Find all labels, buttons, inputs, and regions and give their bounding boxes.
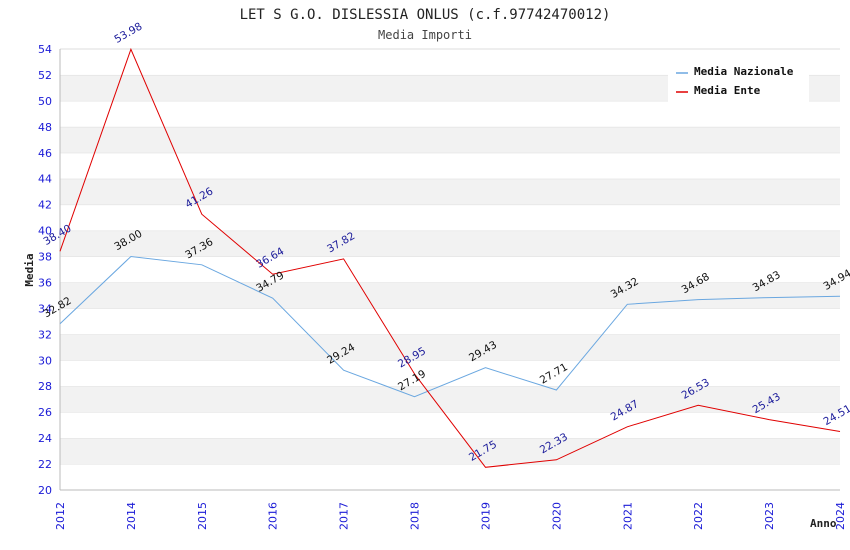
legend-label-media-nazionale: Media Nazionale	[694, 65, 794, 78]
grid-band	[60, 204, 840, 231]
grid-band	[60, 282, 840, 309]
y-tick-label: 48	[38, 121, 52, 134]
grid-band	[60, 334, 840, 361]
legend-label-media-ente: Media Ente	[694, 84, 761, 97]
y-tick-label: 52	[38, 69, 52, 82]
chart-subtitle: Media Importi	[378, 28, 472, 42]
grid-band	[60, 178, 840, 205]
x-tick-label: 2023	[763, 502, 776, 530]
y-axis-ticks: 20 22 24 26 28 30 32 34 36 38 40 42 44 46 48 50 52 54	[38, 43, 52, 497]
y-tick-label: 24	[38, 432, 52, 445]
series-line-media-nazionale	[59, 255, 841, 398]
x-tick-label: 2020	[550, 502, 563, 530]
grid-band	[60, 126, 840, 153]
grid-band	[60, 464, 840, 490]
x-tick-label: 2018	[409, 502, 422, 530]
legend: Media Nazionale Media Ente	[668, 62, 809, 102]
grid-band	[60, 412, 840, 439]
y-tick-label: 42	[38, 199, 52, 212]
y-tick-label: 36	[38, 276, 52, 289]
y-tick-label: 40	[38, 225, 52, 238]
y-tick-label: 32	[38, 328, 52, 341]
y-tick-label: 44	[38, 173, 52, 186]
y-tick-label: 28	[38, 380, 52, 393]
x-tick-label: 2015	[196, 502, 209, 530]
x-tick-label: 2024	[834, 502, 847, 530]
grid-band	[60, 256, 840, 283]
y-tick-label: 22	[38, 458, 52, 471]
grid-band	[60, 152, 840, 179]
legend-box	[668, 62, 809, 102]
chart-title: LET S G.O. DISLESSIA ONLUS (c.f.97742470…	[240, 7, 611, 23]
y-tick-label: 20	[38, 484, 52, 497]
x-tick-label: 2014	[125, 502, 138, 530]
grid-band	[60, 100, 840, 127]
grid-band	[60, 230, 840, 257]
x-axis-ticks: 2012 2014 2015 2016 2017 2018 2019 2020 2021 2022…	[54, 502, 847, 530]
x-tick-label: 2016	[267, 502, 280, 530]
data-label: 53.98	[112, 20, 144, 45]
x-axis-label: Anno	[810, 517, 837, 530]
x-tick-label: 2017	[338, 502, 351, 530]
y-tick-label: 54	[38, 43, 52, 56]
grid-band	[60, 438, 840, 465]
grid-band	[60, 308, 840, 335]
y-tick-label: 46	[38, 147, 52, 160]
y-tick-label: 30	[38, 354, 52, 367]
y-tick-label: 38	[38, 251, 52, 264]
y-axis-label: Media	[23, 253, 36, 286]
series-lines	[59, 47, 841, 468]
y-tick-label: 50	[38, 95, 52, 108]
y-tick-label: 26	[38, 406, 52, 419]
x-tick-label: 2019	[479, 502, 492, 530]
x-tick-label: 2012	[54, 502, 67, 530]
grid-bands	[60, 48, 840, 490]
y-tick-label: 34	[38, 302, 52, 315]
x-tick-label: 2021	[621, 502, 634, 530]
series-line-media-ente	[59, 47, 841, 468]
x-tick-label: 2022	[692, 502, 705, 530]
grid-band	[60, 386, 840, 413]
